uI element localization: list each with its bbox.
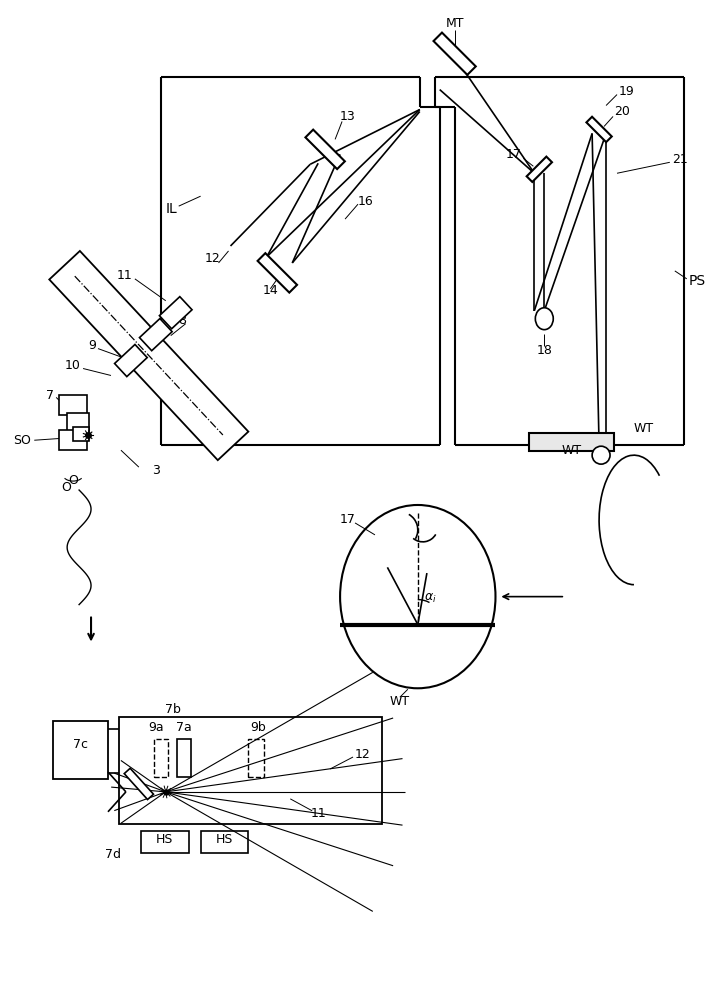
Text: WT: WT (390, 695, 410, 708)
Text: 19: 19 (619, 85, 635, 98)
Bar (141, 831, 188, 853)
Bar (59, 395, 87, 415)
Text: 9: 9 (88, 339, 96, 352)
Text: 12: 12 (204, 252, 220, 265)
Bar (67, 413, 89, 431)
Text: 21: 21 (672, 153, 687, 166)
Text: 10: 10 (65, 359, 80, 372)
Bar (434, 33, 476, 75)
Text: 8: 8 (178, 314, 186, 327)
Text: O: O (68, 474, 78, 487)
Text: WT: WT (561, 444, 581, 457)
Text: MT: MT (445, 17, 464, 30)
Text: WT: WT (634, 422, 654, 435)
Text: 12: 12 (355, 748, 370, 761)
Text: PS: PS (689, 274, 706, 288)
Text: 11: 11 (117, 269, 133, 282)
Text: 9b: 9b (251, 721, 266, 734)
Text: 7a: 7a (176, 721, 191, 734)
Text: 7c: 7c (72, 738, 88, 751)
Text: 7d: 7d (105, 848, 121, 861)
Text: 17: 17 (340, 513, 356, 526)
Bar (53, 721, 108, 779)
Text: 17: 17 (505, 148, 521, 161)
Bar (154, 739, 167, 777)
Ellipse shape (535, 308, 553, 330)
Bar (249, 739, 265, 777)
Text: $\alpha_i$: $\alpha_i$ (424, 592, 436, 605)
Text: 13: 13 (340, 110, 356, 123)
Text: SO: SO (13, 434, 31, 447)
Bar (587, 117, 612, 142)
Bar (119, 717, 382, 824)
Bar (177, 739, 191, 777)
Text: 16: 16 (358, 195, 374, 208)
Text: 14: 14 (262, 284, 278, 297)
Text: O: O (61, 481, 71, 494)
Circle shape (592, 446, 610, 464)
Text: 20: 20 (614, 105, 630, 118)
Bar (305, 130, 345, 169)
Bar (124, 768, 154, 800)
Bar (257, 253, 297, 293)
Bar (115, 344, 147, 377)
Text: 9a: 9a (148, 721, 164, 734)
Bar (201, 831, 249, 853)
Text: HS: HS (156, 833, 173, 846)
Ellipse shape (340, 505, 495, 688)
Bar (73, 427, 89, 441)
Bar (49, 251, 249, 460)
Text: IL: IL (166, 202, 178, 216)
Bar (160, 297, 192, 329)
Text: 18: 18 (536, 344, 552, 357)
Text: 7: 7 (46, 389, 54, 402)
Text: 7b: 7b (165, 703, 181, 716)
Text: 11: 11 (310, 807, 326, 820)
Bar (526, 157, 552, 182)
Bar (529, 433, 614, 451)
Bar (59, 430, 87, 450)
Text: 3: 3 (152, 464, 160, 477)
Text: HS: HS (216, 833, 233, 846)
Bar (139, 319, 172, 351)
